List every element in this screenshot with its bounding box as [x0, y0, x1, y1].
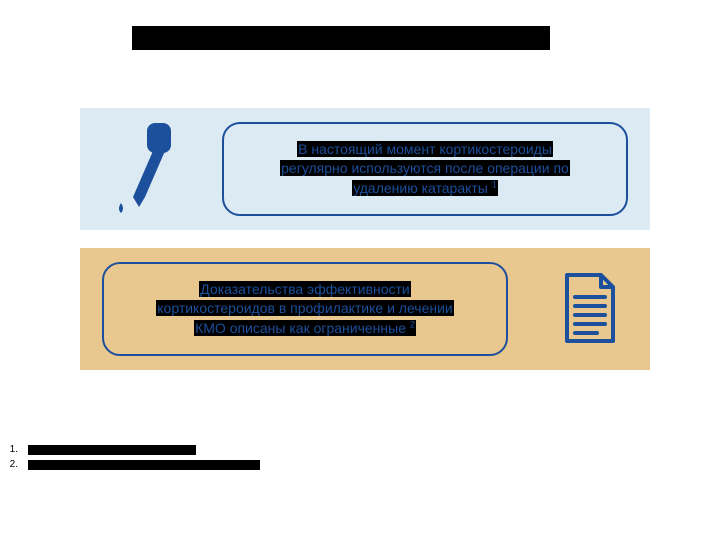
reference-row: 2. [0, 457, 260, 472]
bubble-evidence: Доказательства эффективности кортикостер… [102, 262, 508, 355]
reference-bar-redacted [28, 445, 196, 455]
panel-evidence: Доказательства эффективности кортикостер… [80, 248, 650, 370]
reference-number: 2. [0, 457, 18, 472]
reference-row: 1. [0, 442, 260, 457]
bubble-usage: В настоящий момент кортикостероиды регул… [222, 122, 628, 215]
title-bar-redacted [132, 26, 550, 50]
references-block: 1. 2. [0, 442, 260, 472]
bubble-evidence-line2: кортикостероидов в профилактике и лечени… [156, 300, 453, 316]
bubble-usage-line1: В настоящий момент кортикостероиды [297, 141, 553, 157]
panel-corticosteroids-usage: В настоящий момент кортикостероиды регул… [80, 108, 650, 230]
bubble-usage-line2: регулярно используются после операции по [280, 160, 570, 176]
reference-bar-redacted [28, 460, 260, 470]
dropper-icon [80, 121, 200, 217]
document-icon [530, 269, 650, 349]
bubble-usage-line3: удалению катаракты 1 [352, 180, 498, 196]
bubble-evidence-line1: Доказательства эффективности [199, 281, 410, 297]
bubble-evidence-line3: КМО описаны как ограниченные 2 [194, 320, 416, 336]
reference-number: 1. [0, 442, 18, 457]
